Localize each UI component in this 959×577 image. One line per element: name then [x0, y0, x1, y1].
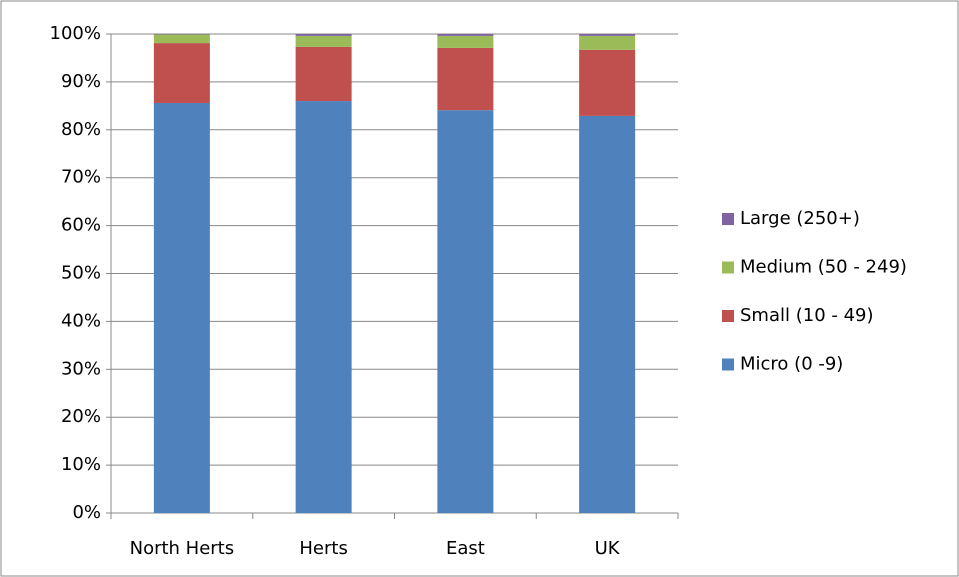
bar-segment [437, 110, 494, 513]
bar-segment [437, 47, 494, 111]
legend-swatch [722, 310, 734, 322]
y-tick-label: 90% [61, 71, 101, 92]
bar-segment [153, 34, 210, 44]
bar-segment [579, 34, 636, 36]
legend-label: Medium (50 - 249) [740, 257, 907, 278]
bar-segment [153, 102, 210, 513]
legend-label: Micro (0 -9) [740, 354, 843, 375]
legend-swatch [722, 358, 734, 371]
legend-label: Small (10 - 49) [740, 305, 874, 326]
x-tick-label: UK [595, 538, 621, 559]
y-tick-label: 30% [61, 358, 101, 379]
y-tick-label: 50% [61, 263, 101, 284]
x-tick-label: Herts [299, 538, 347, 559]
y-tick-label: 100% [50, 23, 101, 44]
x-tick-label: North Herts [130, 538, 235, 559]
y-tick-label: 60% [61, 215, 101, 236]
legend-swatch [722, 213, 734, 225]
y-tick-label: 40% [61, 310, 101, 331]
y-tick-label: 10% [61, 454, 101, 475]
bar-segment [295, 34, 352, 36]
bar-segment [579, 115, 636, 513]
legend-label: Large (250+) [740, 208, 860, 229]
y-tick-label: 20% [61, 406, 101, 427]
y-tick-label: 80% [61, 119, 101, 140]
bar-segment [295, 35, 352, 47]
y-tick-label: 0% [72, 502, 101, 523]
bar-segment [153, 43, 210, 103]
legend-swatch [722, 261, 734, 274]
x-tick-label: East [446, 538, 485, 559]
bar-segment [579, 49, 636, 116]
bar-segment [295, 101, 352, 513]
bar-segment [437, 34, 494, 36]
bar-segment [579, 35, 636, 50]
bar-segment [437, 35, 494, 48]
y-tick-label: 70% [61, 167, 101, 188]
bar-segment [295, 46, 352, 102]
